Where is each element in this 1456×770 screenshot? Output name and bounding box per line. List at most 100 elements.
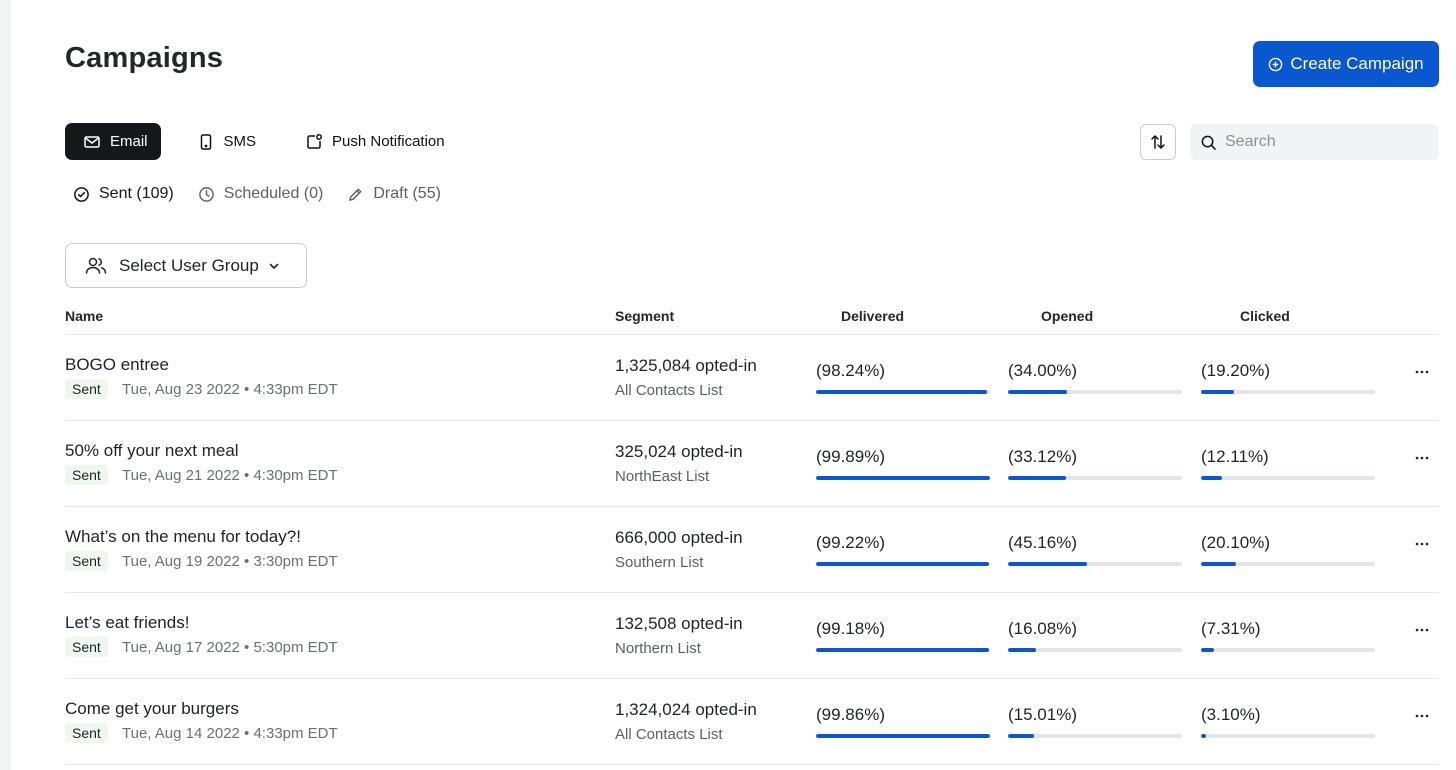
status-badge: Sent: [65, 637, 108, 657]
tab-sent[interactable]: Sent (109): [73, 185, 174, 203]
segment-name: Southern List: [615, 554, 704, 571]
sent-date: Tue, Aug 23 2022 • 4:33pm EDT: [122, 381, 338, 398]
campaign-name[interactable]: Come get your burgers: [65, 699, 239, 718]
opted-in-count: 132,508 opted-in: [615, 614, 743, 633]
table-row[interactable]: BOGO entree Sent Tue, Aug 23 2022 • 4:33…: [65, 335, 1439, 421]
tab-scheduled[interactable]: Scheduled (0): [198, 185, 324, 203]
clicked-percent: (7.31%): [1201, 619, 1261, 638]
sent-date: Tue, Aug 17 2022 • 5:30pm EDT: [122, 639, 338, 656]
table-row[interactable]: 50% off your next meal Sent Tue, Aug 21 …: [65, 421, 1439, 507]
table-row[interactable]: What’s on the menu for today?! Sent Tue,…: [65, 507, 1439, 593]
opened-progress-track: [1008, 648, 1182, 652]
opened-progress-track: [1008, 562, 1182, 566]
clicked-progress-track: [1201, 648, 1375, 652]
opened-metric: (16.08%): [1008, 593, 1182, 679]
delivered-percent: (99.86%): [816, 705, 885, 724]
opened-metric: (45.16%): [1008, 507, 1182, 593]
opted-in-count: 325,024 opted-in: [615, 442, 743, 461]
campaign-name[interactable]: BOGO entree: [65, 355, 169, 374]
campaign-name[interactable]: What’s on the menu for today?!: [65, 527, 301, 546]
table-row[interactable]: Let’s eat friends! Sent Tue, Aug 17 2022…: [65, 593, 1439, 679]
create-campaign-label: Create Campaign: [1290, 54, 1424, 73]
status-badge: Sent: [65, 379, 108, 399]
tab-push-notification[interactable]: Push Notification: [287, 123, 458, 160]
table-header: Name Segment Delivered Opened Clicked: [65, 306, 1439, 335]
delivered-progress-bar: [816, 562, 989, 566]
clicked-metric: (19.20%): [1201, 335, 1375, 421]
clicked-metric: (7.31%): [1201, 593, 1375, 679]
row-more-button[interactable]: [1413, 363, 1431, 381]
user-group-label: Select User Group: [119, 255, 259, 275]
more-horizontal-icon: [1415, 714, 1429, 718]
opened-percent: (34.00%): [1008, 361, 1077, 380]
sort-icon: [1151, 135, 1165, 149]
tab-email-label: Email: [110, 133, 148, 150]
user-group-select[interactable]: Select User Group: [65, 243, 307, 288]
opened-progress-track: [1008, 476, 1182, 480]
opened-percent: (16.08%): [1008, 619, 1077, 638]
tab-draft-label: Draft (55): [373, 185, 441, 202]
opened-metric: (33.12%): [1008, 421, 1182, 507]
tab-email[interactable]: Email: [65, 123, 161, 160]
status-badge: Sent: [65, 465, 108, 485]
status-badge: Sent: [65, 723, 108, 743]
tab-sent-label: Sent (109): [99, 185, 174, 202]
clicked-percent: (20.10%): [1201, 533, 1270, 552]
column-header-delivered: Delivered: [841, 308, 905, 324]
left-panel-edge: [0, 0, 10, 770]
opened-percent: (45.16%): [1008, 533, 1077, 552]
check-circle-icon: [74, 186, 89, 202]
opened-progress-bar: [1008, 476, 1066, 480]
delivered-metric: (99.89%): [816, 421, 990, 507]
opened-progress-bar: [1008, 390, 1068, 394]
search-box[interactable]: [1190, 124, 1439, 160]
tab-sms[interactable]: SMS: [179, 123, 270, 160]
column-header-clicked: Clicked: [1240, 308, 1290, 324]
clicked-progress-bar: [1201, 390, 1235, 394]
tab-scheduled-label: Scheduled (0): [223, 185, 324, 202]
create-campaign-button[interactable]: Create Campaign: [1253, 41, 1439, 87]
mail-icon: [84, 135, 100, 148]
more-horizontal-icon: [1415, 370, 1429, 374]
opened-metric: (34.00%): [1008, 335, 1182, 421]
more-horizontal-icon: [1415, 456, 1429, 460]
tab-sms-label: SMS: [223, 133, 257, 150]
row-more-button[interactable]: [1413, 621, 1431, 639]
segment-name: Northern List: [615, 640, 701, 657]
row-more-button[interactable]: [1413, 707, 1431, 725]
row-more-button[interactable]: [1413, 449, 1431, 467]
status-badge: Sent: [65, 551, 108, 571]
delivered-progress-track: [816, 734, 990, 738]
clicked-metric: (12.11%): [1201, 421, 1375, 507]
opted-in-count: 666,000 opted-in: [615, 528, 743, 547]
sort-button[interactable]: [1140, 124, 1176, 160]
more-horizontal-icon: [1415, 628, 1429, 632]
push-notification-icon: [307, 133, 322, 149]
clicked-progress-bar: [1201, 648, 1214, 652]
delivered-metric: (99.18%): [816, 593, 990, 679]
clicked-progress-track: [1201, 562, 1375, 566]
opened-progress-track: [1008, 390, 1182, 394]
opened-progress-track: [1008, 734, 1182, 738]
search-input[interactable]: [1225, 133, 1425, 151]
delivered-metric: (98.24%): [816, 335, 990, 421]
table-row[interactable]: Come get your burgers Sent Tue, Aug 14 2…: [65, 679, 1439, 765]
row-more-button[interactable]: [1413, 535, 1431, 553]
opened-progress-bar: [1008, 648, 1036, 652]
delivered-progress-bar: [816, 390, 987, 394]
clicked-metric: (3.10%): [1201, 679, 1375, 765]
search-icon: [1201, 135, 1216, 150]
campaign-name[interactable]: 50% off your next meal: [65, 441, 239, 460]
opened-metric: (15.01%): [1008, 679, 1182, 765]
delivered-progress-track: [816, 476, 990, 480]
tab-draft[interactable]: Draft (55): [347, 185, 441, 203]
sent-date: Tue, Aug 19 2022 • 3:30pm EDT: [122, 553, 338, 570]
delivered-percent: (99.22%): [816, 533, 885, 552]
campaign-name[interactable]: Let’s eat friends!: [65, 613, 190, 632]
delivered-percent: (98.24%): [816, 361, 885, 380]
clicked-progress-bar: [1201, 476, 1223, 480]
chevron-down-icon: [269, 263, 279, 269]
status-tabs: Sent (109) Scheduled (0) Draft (55): [73, 185, 441, 203]
opted-in-count: 1,324,024 opted-in: [615, 700, 757, 719]
delivered-progress-track: [816, 562, 990, 566]
